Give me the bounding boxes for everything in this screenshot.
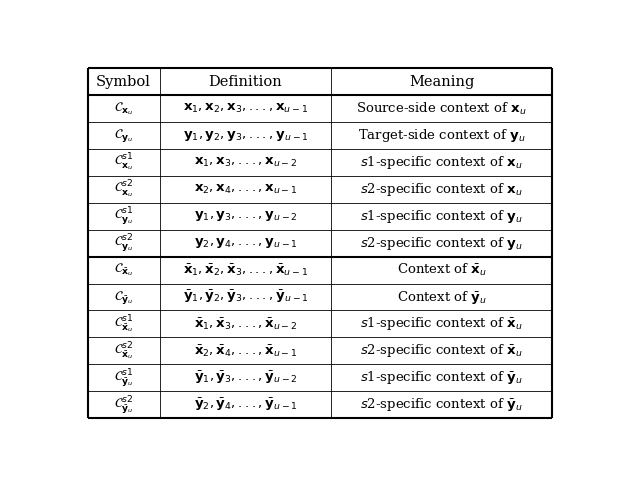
Text: $s$1-specific context of $\mathbf{y}_u$: $s$1-specific context of $\mathbf{y}_u$ bbox=[360, 208, 523, 225]
Text: Meaning: Meaning bbox=[409, 75, 474, 89]
Text: $\bar{\mathbf{y}}_1, \bar{\mathbf{y}}_2, \bar{\mathbf{y}}_3, ..., \bar{\mathbf{y: $\bar{\mathbf{y}}_1, \bar{\mathbf{y}}_2,… bbox=[183, 289, 308, 305]
Text: $s$2-specific context of $\mathbf{x}_u$: $s$2-specific context of $\mathbf{x}_u$ bbox=[360, 181, 523, 198]
Text: $s$2-specific context of $\bar{\mathbf{y}}_u$: $s$2-specific context of $\bar{\mathbf{y… bbox=[360, 396, 523, 413]
Text: $\bar{\mathbf{y}}_2, \bar{\mathbf{y}}_4, ..., \bar{\mathbf{y}}_{u-1}$: $\bar{\mathbf{y}}_2, \bar{\mathbf{y}}_4,… bbox=[193, 396, 298, 413]
Text: $\mathbf{x}_2, \mathbf{x}_4, ..., \mathbf{x}_{u-1}$: $\mathbf{x}_2, \mathbf{x}_4, ..., \mathb… bbox=[194, 183, 297, 196]
Text: $s$1-specific context of $\mathbf{x}_u$: $s$1-specific context of $\mathbf{x}_u$ bbox=[360, 154, 523, 171]
Text: $\bar{\mathbf{y}}_1, \bar{\mathbf{y}}_3, ..., \bar{\mathbf{y}}_{u-2}$: $\bar{\mathbf{y}}_1, \bar{\mathbf{y}}_3,… bbox=[193, 369, 298, 386]
Text: $\mathbf{x}_1, \mathbf{x}_3, ..., \mathbf{x}_{u-2}$: $\mathbf{x}_1, \mathbf{x}_3, ..., \mathb… bbox=[194, 156, 297, 169]
Text: Context of $\bar{\mathbf{y}}_u$: Context of $\bar{\mathbf{y}}_u$ bbox=[397, 289, 487, 305]
Text: $\mathcal{C}_{\mathbf{y}_u}$: $\mathcal{C}_{\mathbf{y}_u}$ bbox=[114, 127, 134, 144]
Text: $s$2-specific context of $\mathbf{y}_u$: $s$2-specific context of $\mathbf{y}_u$ bbox=[360, 235, 523, 252]
Text: $\bar{\mathbf{x}}_1, \bar{\mathbf{x}}_2, \bar{\mathbf{x}}_3, ..., \bar{\mathbf{x: $\bar{\mathbf{x}}_1, \bar{\mathbf{x}}_2,… bbox=[183, 262, 308, 278]
Text: $\mathcal{C}^{s2}_{\mathbf{x}_u}$: $\mathcal{C}^{s2}_{\mathbf{x}_u}$ bbox=[114, 179, 134, 200]
Text: Symbol: Symbol bbox=[96, 75, 151, 89]
Text: $\mathbf{y}_2, \mathbf{y}_4, ..., \mathbf{y}_{u-1}$: $\mathbf{y}_2, \mathbf{y}_4, ..., \mathb… bbox=[193, 236, 298, 250]
Text: $\mathcal{C}_{\bar{\mathbf{y}}_u}$: $\mathcal{C}_{\bar{\mathbf{y}}_u}$ bbox=[114, 289, 134, 305]
Text: Context of $\bar{\mathbf{x}}_u$: Context of $\bar{\mathbf{x}}_u$ bbox=[397, 262, 487, 278]
Text: $\mathcal{C}^{s2}_{\bar{\mathbf{y}}_u}$: $\mathcal{C}^{s2}_{\bar{\mathbf{y}}_u}$ bbox=[114, 393, 134, 415]
Text: $\mathcal{C}_{\mathbf{x}_u}$: $\mathcal{C}_{\mathbf{x}_u}$ bbox=[114, 100, 134, 117]
Text: Target-side context of $\mathbf{y}_u$: Target-side context of $\mathbf{y}_u$ bbox=[358, 127, 526, 144]
Text: $\mathcal{C}^{s1}_{\mathbf{y}_u}$: $\mathcal{C}^{s1}_{\mathbf{y}_u}$ bbox=[114, 206, 134, 228]
Text: $\mathbf{y}_1, \mathbf{y}_2, \mathbf{y}_3, ..., \mathbf{y}_{u-1}$: $\mathbf{y}_1, \mathbf{y}_2, \mathbf{y}_… bbox=[183, 129, 308, 142]
Text: $\mathcal{C}_{\bar{\mathbf{x}}_u}$: $\mathcal{C}_{\bar{\mathbf{x}}_u}$ bbox=[114, 262, 134, 278]
Text: Source-side context of $\mathbf{x}_u$: Source-side context of $\mathbf{x}_u$ bbox=[356, 101, 527, 117]
Text: $s$1-specific context of $\bar{\mathbf{x}}_u$: $s$1-specific context of $\bar{\mathbf{x… bbox=[360, 315, 523, 332]
Text: $\mathcal{C}^{s1}_{\bar{\mathbf{y}}_u}$: $\mathcal{C}^{s1}_{\bar{\mathbf{y}}_u}$ bbox=[114, 367, 134, 389]
Text: $s$2-specific context of $\bar{\mathbf{x}}_u$: $s$2-specific context of $\bar{\mathbf{x… bbox=[360, 342, 523, 359]
Text: $\mathcal{C}^{s2}_{\mathbf{y}_u}$: $\mathcal{C}^{s2}_{\mathbf{y}_u}$ bbox=[114, 232, 134, 254]
Text: $\bar{\mathbf{x}}_2, \bar{\mathbf{x}}_4, ..., \bar{\mathbf{x}}_{u-1}$: $\bar{\mathbf{x}}_2, \bar{\mathbf{x}}_4,… bbox=[194, 343, 297, 358]
Text: Definition: Definition bbox=[208, 75, 283, 89]
Text: $\bar{\mathbf{x}}_1, \bar{\mathbf{x}}_3, ..., \bar{\mathbf{x}}_{u-2}$: $\bar{\mathbf{x}}_1, \bar{\mathbf{x}}_3,… bbox=[194, 316, 297, 332]
Text: $\mathcal{C}^{s1}_{\mathbf{x}_u}$: $\mathcal{C}^{s1}_{\mathbf{x}_u}$ bbox=[114, 152, 134, 174]
Text: $\mathbf{x}_1, \mathbf{x}_2, \mathbf{x}_3, ..., \mathbf{x}_{u-1}$: $\mathbf{x}_1, \mathbf{x}_2, \mathbf{x}_… bbox=[183, 102, 308, 115]
Text: $\mathbf{y}_1, \mathbf{y}_3, ..., \mathbf{y}_{u-2}$: $\mathbf{y}_1, \mathbf{y}_3, ..., \mathb… bbox=[193, 209, 298, 223]
Text: $\mathcal{C}^{s2}_{\bar{\mathbf{x}}_u}$: $\mathcal{C}^{s2}_{\bar{\mathbf{x}}_u}$ bbox=[114, 340, 134, 361]
Text: $\mathcal{C}^{s1}_{\bar{\mathbf{x}}_u}$: $\mathcal{C}^{s1}_{\bar{\mathbf{x}}_u}$ bbox=[114, 313, 134, 335]
Text: $s$1-specific context of $\bar{\mathbf{y}}_u$: $s$1-specific context of $\bar{\mathbf{y… bbox=[360, 369, 523, 386]
